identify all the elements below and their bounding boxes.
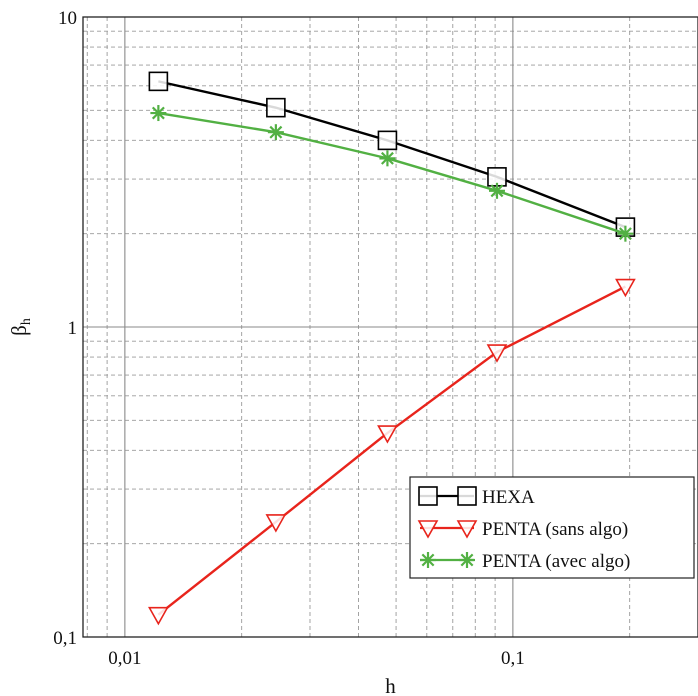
legend-label: PENTA (sans algo) [482, 519, 628, 540]
series-layer [148, 71, 636, 626]
x-tick-label: 0,1 [501, 648, 525, 669]
legend: HEXA PENTA (sans algo) PENTA (avec algo) [409, 476, 695, 579]
legend-label: PENTA (avec algo) [482, 551, 630, 572]
legend-item: HEXA [418, 486, 535, 508]
x-tick-label: 0,01 [108, 648, 141, 669]
data-point [267, 124, 284, 141]
data-point [615, 278, 636, 298]
legend-label: HEXA [482, 487, 535, 508]
legend-marker [417, 520, 439, 539]
plot-frame [82, 16, 698, 638]
data-point [486, 344, 508, 363]
data-point [148, 606, 169, 626]
data-point [488, 182, 505, 199]
data-point [148, 71, 169, 92]
y-tick-label: 10 [58, 8, 77, 29]
y-axis-label-main: β [7, 325, 31, 336]
data-point [377, 425, 398, 444]
y-axis-label: βh [7, 318, 34, 336]
x-axis-label: h [385, 674, 396, 696]
data-point [265, 514, 287, 533]
series-hexa [148, 71, 636, 237]
y-tick-label: 0,1 [53, 628, 77, 649]
series-penta-avec-algo [150, 105, 634, 242]
legend-marker [459, 552, 475, 568]
legend-marker [456, 520, 478, 539]
data-point [379, 150, 396, 167]
legend-item: PENTA (sans algo) [417, 519, 628, 540]
data-point [377, 130, 398, 151]
legend-marker [420, 552, 436, 568]
series-penta-sans-algo [148, 278, 636, 626]
legend-item: PENTA (avec algo) [420, 551, 630, 572]
y-tick-label: 1 [68, 318, 78, 339]
y-axis-label-subscript: h [19, 318, 34, 325]
legend-marker [457, 486, 477, 506]
data-point [150, 105, 167, 122]
tick-labels: 0,01 0,1 0,1 1 10 [53, 8, 524, 669]
legend-marker [418, 486, 438, 506]
data-point [617, 225, 634, 242]
data-point [266, 97, 286, 118]
